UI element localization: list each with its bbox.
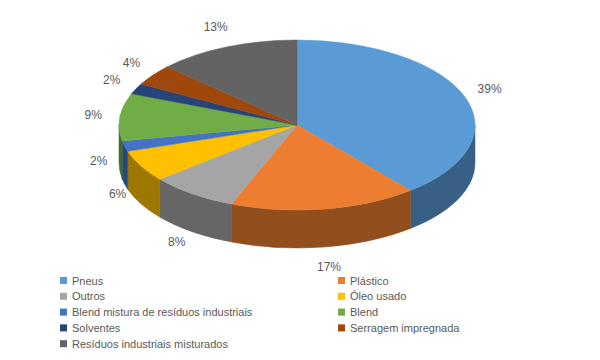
legend-label: Blend xyxy=(350,306,378,318)
legend-label: Serragem impregnada xyxy=(350,322,460,334)
legend-label: Outros xyxy=(72,290,106,302)
legend-label: Plástico xyxy=(350,275,389,287)
legend: Pneus Plástico Outros Óleo usado Blend mistu… xyxy=(60,275,460,350)
data-label: 9% xyxy=(85,108,103,122)
legend-label: Resíduos industriais misturados xyxy=(72,338,228,350)
legend-swatch xyxy=(60,293,67,300)
data-label: 6% xyxy=(109,187,127,201)
chart-container: 39%17%8%6%2%9%2%4%13%PneusPlásticoOutros… xyxy=(0,0,600,360)
legend-swatch xyxy=(60,340,67,347)
legend-label: Pneus xyxy=(72,275,104,287)
legend-label: Blend mistura de resíduos industriais xyxy=(72,306,253,318)
legend-swatch xyxy=(338,309,345,316)
data-label: 4% xyxy=(123,56,141,70)
legend-label: Óleo usado xyxy=(350,290,406,302)
legend-swatch xyxy=(338,324,345,331)
data-label: 17% xyxy=(317,260,341,274)
data-labels: 39%17%8%6%2%9%2%4%13% xyxy=(85,20,502,274)
legend-swatch xyxy=(60,324,67,331)
data-label: 13% xyxy=(204,20,228,34)
chart-svg: 39%17%8%6%2%9%2%4%13%PneusPlásticoOutros… xyxy=(0,0,600,360)
legend-label: Solventes xyxy=(72,322,121,334)
data-label: 2% xyxy=(90,154,108,168)
pie-slice xyxy=(167,40,297,125)
legend-swatch xyxy=(338,277,345,284)
data-label: 39% xyxy=(478,82,502,96)
data-label: 2% xyxy=(103,73,121,87)
legend-swatch xyxy=(60,309,67,316)
legend-swatch xyxy=(338,293,345,300)
legend-swatch xyxy=(60,277,67,284)
background xyxy=(0,0,600,360)
slices xyxy=(119,40,475,210)
data-label: 8% xyxy=(168,235,186,249)
